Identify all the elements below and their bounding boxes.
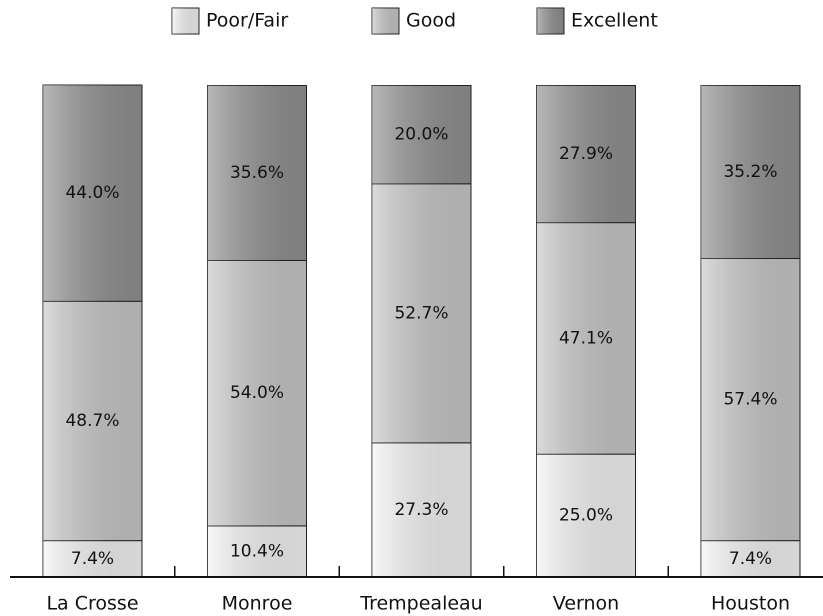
data-label: 20.0% xyxy=(394,125,448,145)
data-label: 10.4% xyxy=(230,541,284,561)
x-tick-label: Houston xyxy=(711,593,790,615)
bar-shade xyxy=(536,85,636,223)
x-tick-label: Vernon xyxy=(553,593,619,615)
bar-shade xyxy=(536,222,636,455)
legend-swatch-shade xyxy=(172,8,199,34)
data-label: 7.4% xyxy=(729,549,772,569)
data-label: 44.0% xyxy=(65,183,119,203)
bar-shade xyxy=(207,525,307,577)
data-label: 7.4% xyxy=(71,549,114,569)
legend-label: Poor/Fair xyxy=(206,10,288,32)
bar-shade xyxy=(701,258,800,541)
bar-shade xyxy=(372,183,471,443)
data-label: 47.1% xyxy=(559,328,613,348)
bar-shade xyxy=(372,85,471,184)
legend-label: Good xyxy=(406,10,456,32)
bar-shade xyxy=(701,540,800,577)
data-label: 52.7% xyxy=(394,303,448,323)
plot-area xyxy=(42,84,801,578)
legend-label: Excellent xyxy=(571,10,658,32)
bar-shade xyxy=(43,85,142,302)
legend-swatch-shade xyxy=(372,8,399,34)
bar-shade xyxy=(207,260,307,526)
x-tick-label: Trempealeau xyxy=(359,593,482,615)
data-label: 48.7% xyxy=(65,411,119,431)
data-label: 27.3% xyxy=(394,500,448,520)
legend-swatch-shade xyxy=(537,8,564,34)
data-label: 25.0% xyxy=(559,506,613,526)
bar-shade xyxy=(701,85,800,259)
x-tick-label: Monroe xyxy=(222,593,293,615)
bar-shade xyxy=(536,454,636,577)
data-label: 54.0% xyxy=(230,383,284,403)
data-label: 35.2% xyxy=(723,162,777,182)
bar-shade xyxy=(43,301,142,541)
bar-shade xyxy=(43,540,142,577)
data-label: 35.6% xyxy=(230,163,284,183)
bar-shade xyxy=(372,442,471,577)
bar-shade xyxy=(207,85,307,261)
data-label: 27.9% xyxy=(559,144,613,164)
x-tick-label: La Crosse xyxy=(46,593,138,615)
data-label: 57.4% xyxy=(723,390,777,410)
